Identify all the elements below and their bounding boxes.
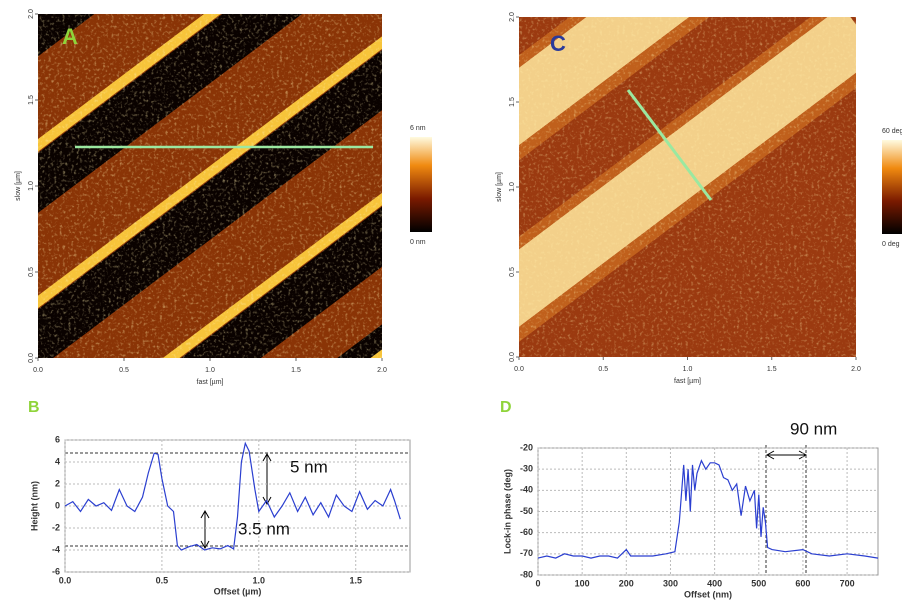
reference-lines <box>65 445 807 575</box>
x-tick-label: 0.0 <box>514 366 524 373</box>
afm-image-c <box>519 17 856 357</box>
y-tick-label: 1.0 <box>509 182 516 192</box>
y-tick-label: -2 <box>52 522 60 532</box>
x-tick-label: 0.0 <box>33 367 43 374</box>
colorbar-min: 0 deg <box>882 241 900 248</box>
x-tick-label: 2.0 <box>851 366 861 373</box>
x-tick-label: 100 <box>575 578 590 588</box>
x-tick-label: 700 <box>840 578 855 588</box>
x-tick-label: 1.5 <box>767 366 777 373</box>
y-tick-label: 4 <box>55 456 60 466</box>
x-tick-label: 0.5 <box>156 575 169 585</box>
y-axis-label: Height (nm) <box>29 481 39 531</box>
x-tick-label: 200 <box>619 578 634 588</box>
y-tick-label: -40 <box>520 485 533 495</box>
y-tick-label: 0.5 <box>509 267 516 277</box>
y-tick-label: -80 <box>520 569 533 579</box>
data-line <box>537 459 879 559</box>
y-tick-label: 2 <box>55 478 60 488</box>
panel-label: D <box>500 399 512 416</box>
afm-image-a <box>38 14 382 358</box>
x-tick-label: 1.5 <box>291 367 301 374</box>
x-tick-label: 600 <box>795 578 810 588</box>
annotation: 90 nm <box>790 419 837 438</box>
y-tick-label: 1.5 <box>28 95 35 105</box>
annotation: 3.5 nm <box>238 519 290 538</box>
y-tick-label: -4 <box>52 544 60 554</box>
panel-label: B <box>28 399 40 416</box>
x-axis-label: fast [µm] <box>674 378 701 385</box>
y-tick-label: 6 <box>55 434 60 444</box>
colorbar-max: 60 deg <box>882 128 902 135</box>
colorbar-min: 0 nm <box>410 239 426 246</box>
y-tick-label: 1.0 <box>28 181 35 191</box>
y-tick-label: -50 <box>520 506 533 516</box>
x-tick-label: 1.0 <box>205 367 215 374</box>
x-tick-label: 300 <box>663 578 678 588</box>
data-line <box>64 441 401 551</box>
colorbar-max: 6 nm <box>410 125 426 132</box>
y-tick-label: 0 <box>55 500 60 510</box>
annotation: 5 nm <box>290 457 328 476</box>
x-tick-label: 400 <box>707 578 722 588</box>
x-tick-label: 2.0 <box>377 367 387 374</box>
panel-label: A <box>62 24 78 49</box>
y-tick-label: 0.0 <box>28 353 35 363</box>
x-axis-label: fast [µm] <box>197 379 224 386</box>
x-tick-label: 500 <box>751 578 766 588</box>
panel-label: C <box>550 31 566 56</box>
x-tick-label: 0.0 <box>59 575 72 585</box>
y-tick-label: 0.0 <box>509 352 516 362</box>
y-tick-label: -70 <box>520 548 533 558</box>
x-tick-label: 0 <box>535 578 540 588</box>
y-tick-label: -30 <box>520 464 533 474</box>
y-tick-label: -20 <box>520 442 533 452</box>
x-axis-label: Offset (µm) <box>214 586 262 596</box>
y-tick-label: -6 <box>52 566 60 576</box>
y-axis-label: slow [µm] <box>496 172 503 202</box>
x-tick-label: 1.0 <box>683 366 693 373</box>
x-tick-label: 0.5 <box>598 366 608 373</box>
x-tick-label: 1.0 <box>253 575 266 585</box>
colorbar <box>882 140 902 234</box>
y-tick-label: 2.0 <box>509 12 516 22</box>
y-axis-label: Lock-in phase (deg) <box>502 469 512 554</box>
x-tick-label: 0.5 <box>119 367 129 374</box>
y-tick-label: -60 <box>520 527 533 537</box>
colorbar <box>410 137 432 232</box>
y-tick-label: 2.0 <box>28 9 35 19</box>
x-axis-label: Offset (nm) <box>684 589 732 599</box>
y-tick-label: 1.5 <box>509 97 516 107</box>
x-tick-label: 1.5 <box>349 575 362 585</box>
y-axis-label: slow [µm] <box>15 171 22 201</box>
y-tick-label: 0.5 <box>28 267 35 277</box>
